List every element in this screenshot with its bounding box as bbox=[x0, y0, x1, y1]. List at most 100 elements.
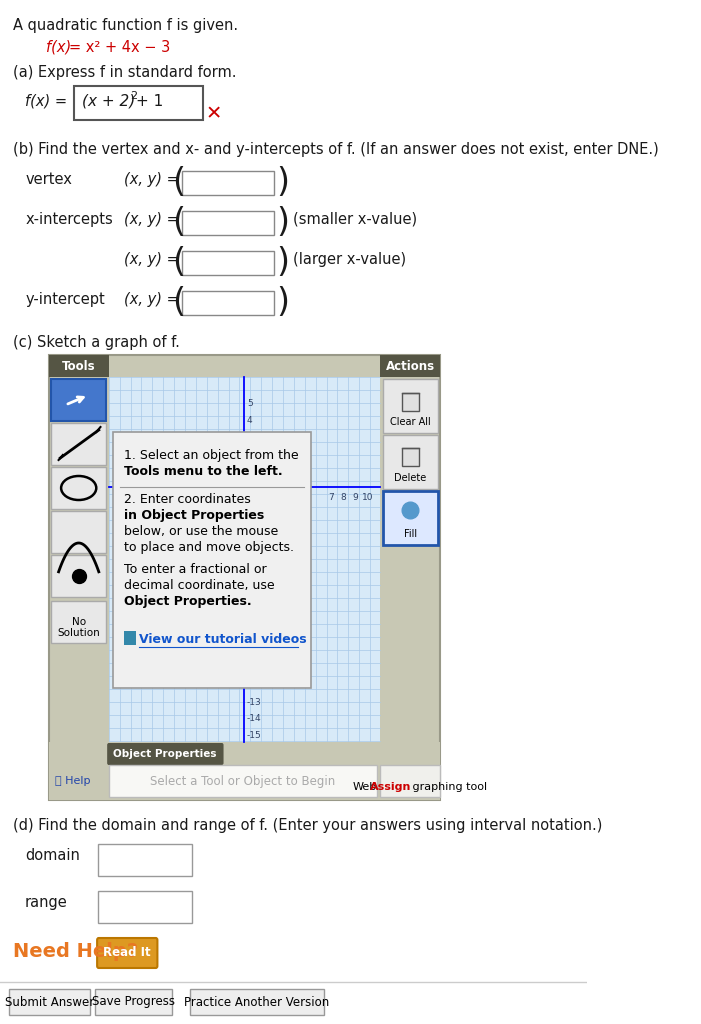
FancyBboxPatch shape bbox=[109, 377, 380, 742]
FancyBboxPatch shape bbox=[51, 423, 107, 465]
Text: -13: -13 bbox=[247, 697, 261, 707]
FancyBboxPatch shape bbox=[51, 555, 107, 597]
FancyBboxPatch shape bbox=[402, 449, 418, 466]
FancyBboxPatch shape bbox=[98, 844, 192, 876]
Text: Select a Tool or Object to Begin: Select a Tool or Object to Begin bbox=[150, 774, 335, 787]
FancyBboxPatch shape bbox=[383, 379, 438, 433]
Text: (: ( bbox=[172, 246, 184, 279]
Text: Delete: Delete bbox=[394, 473, 426, 483]
FancyBboxPatch shape bbox=[74, 86, 203, 120]
FancyBboxPatch shape bbox=[383, 490, 438, 545]
Text: No: No bbox=[72, 617, 86, 627]
Text: (x, y) =: (x, y) = bbox=[124, 292, 179, 307]
FancyBboxPatch shape bbox=[98, 891, 192, 923]
Text: -15: -15 bbox=[247, 731, 261, 740]
Text: Solution: Solution bbox=[57, 628, 100, 638]
Text: ): ) bbox=[276, 286, 290, 319]
Text: (: ( bbox=[172, 166, 184, 199]
Text: 10: 10 bbox=[362, 493, 374, 502]
Text: decimal coordinate, use: decimal coordinate, use bbox=[124, 579, 275, 592]
Text: graphing tool: graphing tool bbox=[409, 782, 486, 792]
Text: + 1: + 1 bbox=[135, 94, 163, 109]
FancyBboxPatch shape bbox=[9, 989, 90, 1015]
Text: vertex: vertex bbox=[25, 172, 72, 187]
Text: Clear All: Clear All bbox=[390, 417, 430, 427]
Text: Web: Web bbox=[353, 782, 376, 792]
FancyBboxPatch shape bbox=[383, 435, 438, 489]
Text: -9: -9 bbox=[129, 493, 138, 502]
Text: = x² + 4x − 3: = x² + 4x − 3 bbox=[69, 40, 171, 55]
Text: ✕: ✕ bbox=[205, 104, 222, 123]
FancyBboxPatch shape bbox=[380, 355, 440, 377]
FancyBboxPatch shape bbox=[380, 765, 440, 797]
Text: View our tutorial videos: View our tutorial videos bbox=[139, 633, 306, 646]
FancyBboxPatch shape bbox=[182, 171, 274, 195]
FancyBboxPatch shape bbox=[182, 291, 274, 315]
Text: Tools: Tools bbox=[62, 359, 95, 373]
FancyBboxPatch shape bbox=[124, 631, 135, 645]
FancyBboxPatch shape bbox=[107, 743, 224, 765]
Text: f(x) =: f(x) = bbox=[25, 93, 67, 108]
Text: in Object Properties: in Object Properties bbox=[124, 509, 264, 522]
Text: 3: 3 bbox=[247, 432, 253, 441]
Text: 4: 4 bbox=[247, 416, 252, 425]
Text: Assign: Assign bbox=[370, 782, 411, 792]
Text: domain: domain bbox=[25, 848, 80, 863]
FancyBboxPatch shape bbox=[51, 467, 107, 509]
Text: f(x): f(x) bbox=[46, 40, 72, 55]
Text: 2: 2 bbox=[130, 91, 137, 101]
Text: y-intercept: y-intercept bbox=[25, 292, 105, 307]
Text: ): ) bbox=[276, 246, 290, 279]
FancyBboxPatch shape bbox=[51, 379, 107, 421]
FancyBboxPatch shape bbox=[95, 989, 172, 1015]
FancyBboxPatch shape bbox=[48, 742, 440, 800]
Text: (x, y) =: (x, y) = bbox=[124, 252, 179, 267]
FancyBboxPatch shape bbox=[109, 765, 376, 797]
Text: x-intercepts: x-intercepts bbox=[25, 212, 113, 227]
Text: Practice Another Version: Practice Another Version bbox=[184, 995, 329, 1009]
Text: A quadratic function f is given.: A quadratic function f is given. bbox=[13, 18, 238, 33]
Text: Object Properties: Object Properties bbox=[113, 749, 217, 759]
FancyBboxPatch shape bbox=[182, 251, 274, 275]
Text: -7: -7 bbox=[154, 493, 163, 502]
Text: 8: 8 bbox=[340, 493, 346, 502]
Text: below, or use the mouse: below, or use the mouse bbox=[124, 525, 278, 538]
Text: To enter a fractional or: To enter a fractional or bbox=[124, 563, 266, 575]
Text: Tools menu to the left.: Tools menu to the left. bbox=[124, 465, 283, 478]
Text: 7: 7 bbox=[328, 493, 334, 502]
Text: Save Progress: Save Progress bbox=[93, 995, 175, 1009]
Text: (a) Express f in standard form.: (a) Express f in standard form. bbox=[13, 65, 236, 80]
FancyBboxPatch shape bbox=[51, 511, 107, 553]
Text: -10: -10 bbox=[114, 493, 128, 502]
FancyBboxPatch shape bbox=[113, 432, 311, 688]
Text: (: ( bbox=[172, 286, 184, 319]
FancyBboxPatch shape bbox=[48, 355, 440, 800]
FancyBboxPatch shape bbox=[51, 601, 107, 643]
FancyBboxPatch shape bbox=[182, 211, 274, 234]
Text: 1. Select an object from the: 1. Select an object from the bbox=[124, 449, 299, 462]
FancyBboxPatch shape bbox=[190, 989, 324, 1015]
Text: Submit Answer: Submit Answer bbox=[5, 995, 95, 1009]
Text: (x + 2): (x + 2) bbox=[82, 94, 135, 109]
Text: (b) Find the vertex and x- and y-intercepts of f. (If an answer does not exist, : (b) Find the vertex and x- and y-interce… bbox=[13, 142, 658, 157]
FancyBboxPatch shape bbox=[48, 355, 109, 377]
Text: (smaller x-value): (smaller x-value) bbox=[293, 212, 417, 227]
Text: (x, y) =: (x, y) = bbox=[124, 212, 179, 227]
Text: -14: -14 bbox=[247, 715, 261, 723]
Text: (: ( bbox=[172, 206, 184, 239]
Text: (larger x-value): (larger x-value) bbox=[293, 252, 406, 267]
Text: 2. Enter coordinates: 2. Enter coordinates bbox=[124, 493, 251, 506]
Text: ⓘ Help: ⓘ Help bbox=[55, 776, 90, 786]
FancyBboxPatch shape bbox=[402, 393, 418, 411]
Text: -8: -8 bbox=[142, 493, 150, 502]
Text: Read It: Read It bbox=[104, 946, 151, 959]
Text: (c) Sketch a graph of f.: (c) Sketch a graph of f. bbox=[13, 335, 179, 350]
Text: Actions: Actions bbox=[386, 359, 435, 373]
Text: ): ) bbox=[276, 166, 290, 199]
Text: range: range bbox=[25, 895, 68, 910]
Text: to place and move objects.: to place and move objects. bbox=[124, 541, 294, 554]
Text: Need Help?: Need Help? bbox=[13, 942, 137, 961]
Text: Fill: Fill bbox=[404, 529, 417, 539]
Text: ): ) bbox=[276, 206, 290, 239]
Text: Object Properties.: Object Properties. bbox=[124, 595, 252, 608]
